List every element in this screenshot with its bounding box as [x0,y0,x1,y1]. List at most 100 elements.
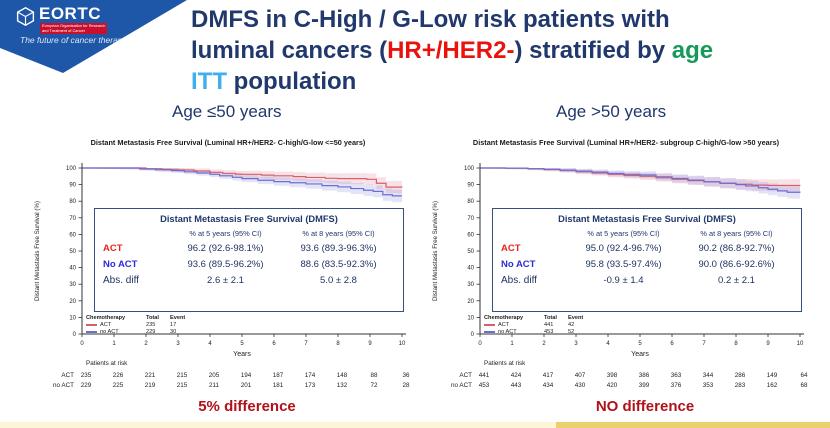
noact-total: 229 [146,329,156,335]
risk-count: 36 [402,371,410,379]
x-tick-label: 5 [240,341,244,347]
risk-count: 344 [702,371,714,379]
y-tick-label: 50 [467,249,474,255]
legend-noact-row: no ACT [484,329,544,336]
risk-count: 215 [176,371,188,379]
act-event: 42 [568,322,575,328]
y-tick-label: 20 [69,299,76,305]
noact-5y-value: 93.6 (89.5-96.2%) [187,259,264,270]
risk-count: 353 [702,381,714,389]
risk-row-label: ACT [61,371,74,379]
legend-chemo-header: Chemotherapy [484,315,524,321]
slide-title: DMFS in C-High / G-Low risk patients wit… [191,4,826,97]
risk-count: 235 [80,371,92,379]
patients-at-risk-left: Patients at risk ACT 235 226 221 215 205 194 18… [30,360,426,390]
y-tick-label: 20 [467,299,474,305]
risk-count: 283 [734,381,746,389]
row-label-act: ACT [501,243,521,254]
subtitle-age-gt50: Age >50 years [556,102,667,121]
absdiff-8y-value: 5.0 ± 2.8 [320,275,357,286]
km-legend: Chemotherapy Total Event ACT 441 42 no A… [484,315,590,336]
y-axis-label: Distant Metastasis Free Survival (%) [34,201,41,301]
title-line2: luminal cancers (HR+/HER2-) stratified b… [191,37,714,64]
act-5y-value: 95.0 (92.4-96.7%) [585,243,662,254]
legend-total-header: Total [544,315,557,321]
act-total: 441 [544,322,554,328]
noact-line-swatch [484,330,495,333]
dmfs-summary-table: Distant Metastasis Free Survival (DMFS) … [492,208,802,312]
km-chart-age-gt50: Distant Metastasis Free Survival (Lumina… [428,138,824,362]
risk-count: 441 [478,371,490,379]
risk-count: 424 [510,371,522,379]
noact-line-swatch [86,330,97,333]
y-tick-label: 90 [467,183,474,189]
x-tick-label: 8 [734,341,738,347]
risk-count: 434 [542,381,554,389]
risk-count: 181 [272,381,284,389]
risk-count: 174 [304,371,316,379]
y-tick-label: 10 [467,315,474,321]
x-tick-label: 5 [638,341,642,347]
risk-count: 162 [766,381,778,389]
x-axis-label: Years [631,351,649,358]
org-line1: European Organisation for Research [42,23,106,28]
y-tick-label: 60 [69,232,76,238]
x-tick-label: 10 [399,341,406,347]
col-5y-header: % at 5 years (95% CI) [189,229,262,238]
eortc-cube-icon [16,6,35,27]
x-tick-label: 4 [606,341,610,347]
x-tick-label: 1 [510,341,514,347]
noact-total: 453 [544,329,554,335]
legend-event-header: Event [170,315,186,321]
y-axis-label: Distant Metastasis Free Survival (%) [432,201,439,301]
x-tick-label: 10 [797,341,804,347]
chart-title: Distant Metastasis Free Survival (Lumina… [472,138,780,147]
x-tick-label: 4 [208,341,212,347]
risk-count: 417 [542,371,554,379]
absdiff-5y-value: 2.6 ± 2.1 [207,275,244,286]
noact-5y-value: 95.8 (93.5-97.4%) [585,259,662,270]
risk-count: 221 [144,371,156,379]
risk-count: 420 [606,381,618,389]
x-tick-label: 7 [702,341,706,347]
row-label-act: ACT [103,243,123,254]
ci-band-ACT [480,168,800,192]
act-total: 235 [146,322,156,328]
title-line3: ITT population [191,68,357,95]
col-8y-header: % at 8 years (95% CI) [302,229,375,238]
x-axis-label: Years [233,351,251,358]
risk-count: 286 [734,371,746,379]
x-tick-label: 1 [112,341,116,347]
act-event: 17 [170,322,177,328]
conclusion-left: 5% difference [198,398,296,415]
risk-count: 211 [208,381,220,389]
x-tick-label: 3 [574,341,578,347]
bottom-accent-bar [0,422,830,428]
risk-count: 187 [272,371,284,379]
patients-at-risk-label: Patients at risk [484,360,526,367]
risk-count: 430 [574,381,586,389]
col-8y-header: % at 8 years (95% CI) [700,229,773,238]
x-tick-label: 3 [176,341,180,347]
x-tick-label: 8 [336,341,340,347]
risk-count: 398 [606,371,618,379]
y-tick-label: 100 [66,166,77,172]
row-label-absdiff: Abs. diff [103,275,139,286]
legend-act-row: ACT [86,322,146,329]
row-label-noact: No ACT [501,259,536,270]
x-tick-label: 6 [272,341,276,347]
risk-count: 205 [208,371,220,379]
patients-at-risk-right: Patients at risk ACT 441 424 417 407 398 386 36… [428,360,824,390]
summary-table-title: Distant Metastasis Free Survival (DMFS) [160,214,338,224]
dmfs-summary-table: Distant Metastasis Free Survival (DMFS) … [94,208,404,312]
risk-row-label: no ACT [53,381,74,389]
risk-row-label: no ACT [451,381,472,389]
risk-row-no-ACT: no ACT 453 443 434 430 420 399 376 353 283 162 68 [428,380,824,390]
summary-table-title: Distant Metastasis Free Survival (DMFS) [558,214,736,224]
patients-at-risk-label: Patients at risk [86,360,128,367]
risk-count: 219 [144,381,156,389]
y-tick-label: 80 [69,199,76,205]
risk-count: 194 [240,371,252,379]
x-tick-label: 0 [478,341,482,347]
